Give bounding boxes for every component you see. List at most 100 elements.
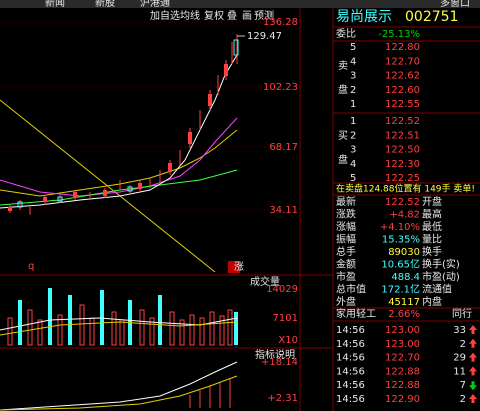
tick-volume: 7	[460, 380, 466, 391]
stat-value: 172.1亿	[381, 283, 420, 296]
toolbar-button[interactable]: 画	[242, 11, 252, 22]
price-chart	[0, 34, 245, 273]
tick-time: 14:56	[336, 366, 365, 377]
stat-label: 最高	[422, 208, 442, 221]
tick-time: 14:56	[336, 394, 365, 405]
stat-label: 最低	[422, 220, 442, 233]
stat-label: 总手	[336, 245, 356, 258]
panel-title: 指标说明	[255, 348, 295, 361]
tick-time: 14:56	[336, 339, 365, 350]
stat-label: 市盈(动)	[422, 270, 460, 283]
tick-time: 14:56	[336, 325, 365, 336]
indicator-chart	[0, 361, 238, 411]
tick-price: 122.88	[385, 366, 420, 377]
price-axis-label: 136.28	[263, 17, 298, 28]
tab[interactable]: 多窗口	[440, 0, 470, 9]
price: 122.51	[385, 130, 420, 141]
tick-price: 123.00	[385, 325, 420, 336]
toolbar-button[interactable]: 复权	[204, 9, 224, 22]
price-axis-label: 102.23	[263, 82, 298, 93]
stat-value: 122.52	[385, 197, 420, 208]
stat-label: 最新	[336, 195, 356, 208]
level: 3	[350, 71, 356, 82]
price: 122.30	[385, 159, 420, 170]
tick-volume: 33	[453, 325, 466, 336]
price: 122.62	[385, 71, 420, 82]
toolbar-button[interactable]: 均线	[180, 9, 200, 22]
level: 2	[350, 130, 356, 141]
price: 122.80	[385, 42, 420, 53]
stat-value: 10.65亿	[381, 258, 420, 271]
panel-title: 成交量	[250, 275, 280, 288]
side-label: 卖	[338, 60, 348, 72]
tick-time: 14:56	[336, 353, 365, 364]
tick-arrow	[469, 366, 477, 376]
level: 3	[350, 145, 356, 156]
toolbar-button[interactable]: 加自选	[150, 9, 180, 22]
alert: 在卖盘124.88位置有 149手 卖单!	[336, 183, 475, 195]
top-bar	[0, 0, 480, 8]
volume-axis-label: 7101	[273, 313, 298, 324]
stat-label: 总市值	[336, 283, 366, 296]
tick-price: 123.00	[385, 339, 420, 350]
tab[interactable]: 沪港通	[140, 0, 170, 9]
stat-label: 涨幅	[336, 220, 356, 233]
level: 1	[350, 116, 356, 127]
toolbar-button[interactable]: 叠	[227, 10, 237, 22]
stat-value: 15.35%	[382, 235, 420, 246]
tick-arrow	[469, 352, 477, 362]
label: 委比	[336, 27, 356, 40]
tab[interactable]: 新闻	[45, 0, 65, 9]
tick-price: 122.70	[385, 353, 420, 364]
stat-value: 89030	[388, 247, 420, 258]
marker: q	[28, 261, 34, 272]
sector-more: 同行	[452, 307, 472, 320]
tick-volume: 29	[453, 353, 466, 364]
tick-arrow	[469, 325, 477, 334]
toolbar-button[interactable]: 预测	[254, 9, 274, 22]
price-axis-label: 34.11	[269, 205, 298, 216]
level: 5	[350, 173, 356, 184]
price-axis-label: 68.17	[269, 142, 298, 153]
tick-arrow	[469, 394, 477, 403]
level: 4	[350, 159, 356, 170]
side-label: 盘	[338, 153, 348, 166]
sector-change: 2.66%	[388, 309, 420, 320]
volume-axis-label: X10	[278, 335, 298, 346]
sector: 家用轻工	[336, 307, 376, 320]
stat-value: 45117	[388, 297, 420, 308]
volume-bars	[0, 288, 238, 346]
stat-label: 市盈	[336, 270, 356, 283]
stock-name: 易尚展示	[336, 9, 392, 25]
stat-label: 金额	[336, 258, 356, 271]
tick-volume: 2	[460, 339, 466, 350]
indicator-axis-label: +2.31	[267, 393, 298, 404]
stat-label: 振幅	[336, 233, 356, 246]
side-label: 盘	[338, 83, 348, 96]
level: 2	[350, 85, 356, 96]
price: 122.60	[385, 85, 420, 96]
level: 1	[350, 99, 356, 110]
level: 5	[350, 42, 356, 53]
stat-label: 流通值	[422, 283, 452, 296]
stat-label: 换手(实)	[422, 258, 460, 271]
high-label: 129.47	[247, 31, 282, 42]
price: 122.50	[385, 145, 420, 156]
stat-label: 涨跌	[336, 208, 356, 221]
stat-value: +4.82	[389, 210, 420, 221]
tick-volume: 11	[453, 366, 466, 377]
tick-volume: 2	[460, 394, 466, 405]
tick-arrow	[469, 338, 477, 348]
level: 4	[350, 56, 356, 67]
price: 122.70	[385, 56, 420, 67]
tick-arrow	[469, 381, 477, 391]
tick-price: 122.90	[385, 394, 420, 405]
price: 122.25	[385, 173, 420, 184]
stat-label: 量比	[422, 234, 442, 246]
stat-value: 488.4	[391, 272, 420, 283]
indicator-axis-label: +18.14	[261, 357, 298, 368]
tick-price: 122.88	[385, 380, 420, 391]
tab[interactable]: 新股	[95, 0, 115, 9]
stat-label: 开盘	[422, 195, 442, 208]
